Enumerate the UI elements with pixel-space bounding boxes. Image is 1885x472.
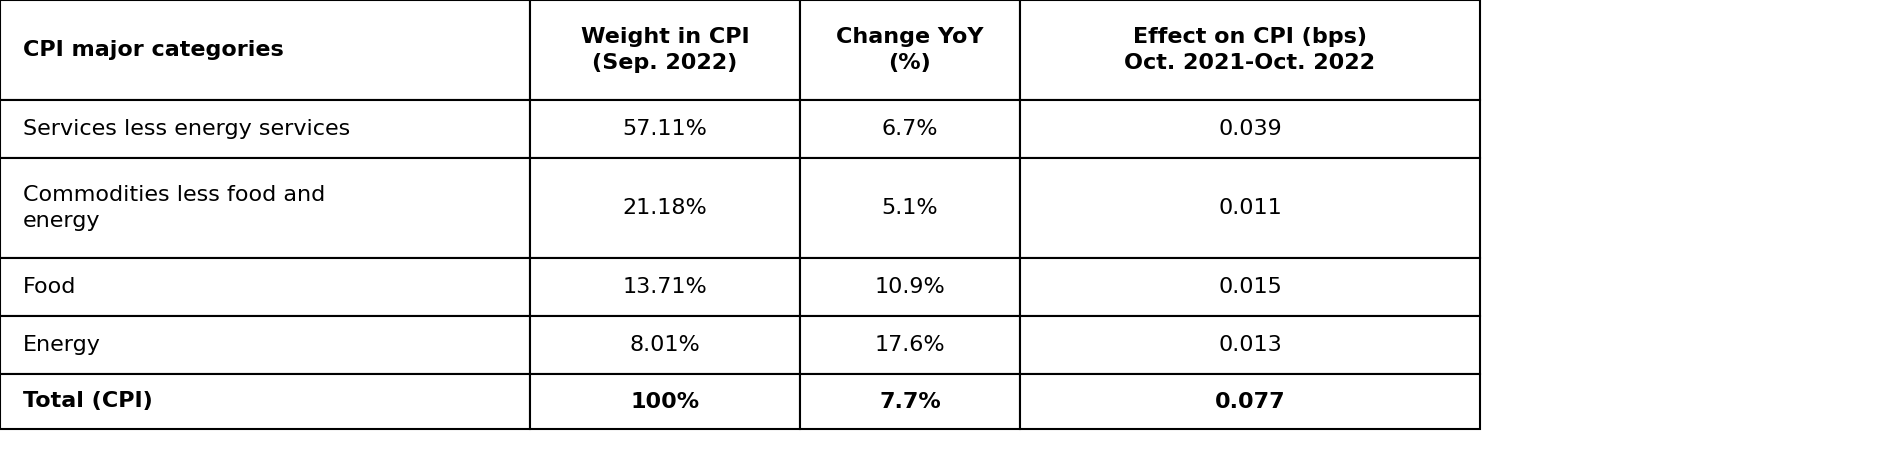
- Bar: [0, 0, 530, 100]
- Text: Services less energy services: Services less energy services: [23, 119, 351, 139]
- Bar: [799, 374, 1020, 429]
- Bar: [530, 258, 799, 316]
- Text: Weight in CPI
(Sep. 2022): Weight in CPI (Sep. 2022): [581, 27, 750, 73]
- Bar: [0, 316, 530, 374]
- Bar: [0, 258, 530, 316]
- Text: 57.11%: 57.11%: [622, 119, 707, 139]
- Bar: [799, 0, 1020, 100]
- Bar: [0, 100, 530, 158]
- Text: 5.1%: 5.1%: [882, 198, 939, 218]
- Bar: [1020, 316, 1480, 374]
- Text: 10.9%: 10.9%: [875, 277, 946, 297]
- Bar: [530, 316, 799, 374]
- Text: Food: Food: [23, 277, 75, 297]
- Text: 6.7%: 6.7%: [882, 119, 939, 139]
- Bar: [530, 0, 799, 100]
- Bar: [799, 258, 1020, 316]
- Text: Effect on CPI (bps)
Oct. 2021-Oct. 2022: Effect on CPI (bps) Oct. 2021-Oct. 2022: [1125, 27, 1376, 73]
- Text: 21.18%: 21.18%: [622, 198, 707, 218]
- Bar: [530, 374, 799, 429]
- Text: 13.71%: 13.71%: [622, 277, 707, 297]
- Text: 0.015: 0.015: [1218, 277, 1282, 297]
- Bar: [1020, 374, 1480, 429]
- Bar: [0, 158, 530, 258]
- Text: 0.013: 0.013: [1218, 335, 1282, 355]
- Bar: [0, 374, 530, 429]
- Text: Change YoY
(%): Change YoY (%): [837, 27, 984, 73]
- Bar: [1020, 258, 1480, 316]
- Bar: [1020, 0, 1480, 100]
- Text: 0.039: 0.039: [1218, 119, 1282, 139]
- Text: Energy: Energy: [23, 335, 100, 355]
- Text: Commodities less food and
energy: Commodities less food and energy: [23, 185, 324, 231]
- Text: 0.077: 0.077: [1214, 391, 1286, 412]
- Bar: [530, 158, 799, 258]
- Bar: [799, 158, 1020, 258]
- Text: 17.6%: 17.6%: [875, 335, 944, 355]
- Bar: [530, 100, 799, 158]
- Text: 8.01%: 8.01%: [630, 335, 701, 355]
- Bar: [799, 100, 1020, 158]
- Text: 100%: 100%: [630, 391, 699, 412]
- Text: Total (CPI): Total (CPI): [23, 391, 153, 412]
- Text: 7.7%: 7.7%: [878, 391, 941, 412]
- Text: CPI major categories: CPI major categories: [23, 40, 283, 60]
- Bar: [799, 316, 1020, 374]
- Bar: [1020, 100, 1480, 158]
- Text: 0.011: 0.011: [1218, 198, 1282, 218]
- Bar: [1020, 158, 1480, 258]
